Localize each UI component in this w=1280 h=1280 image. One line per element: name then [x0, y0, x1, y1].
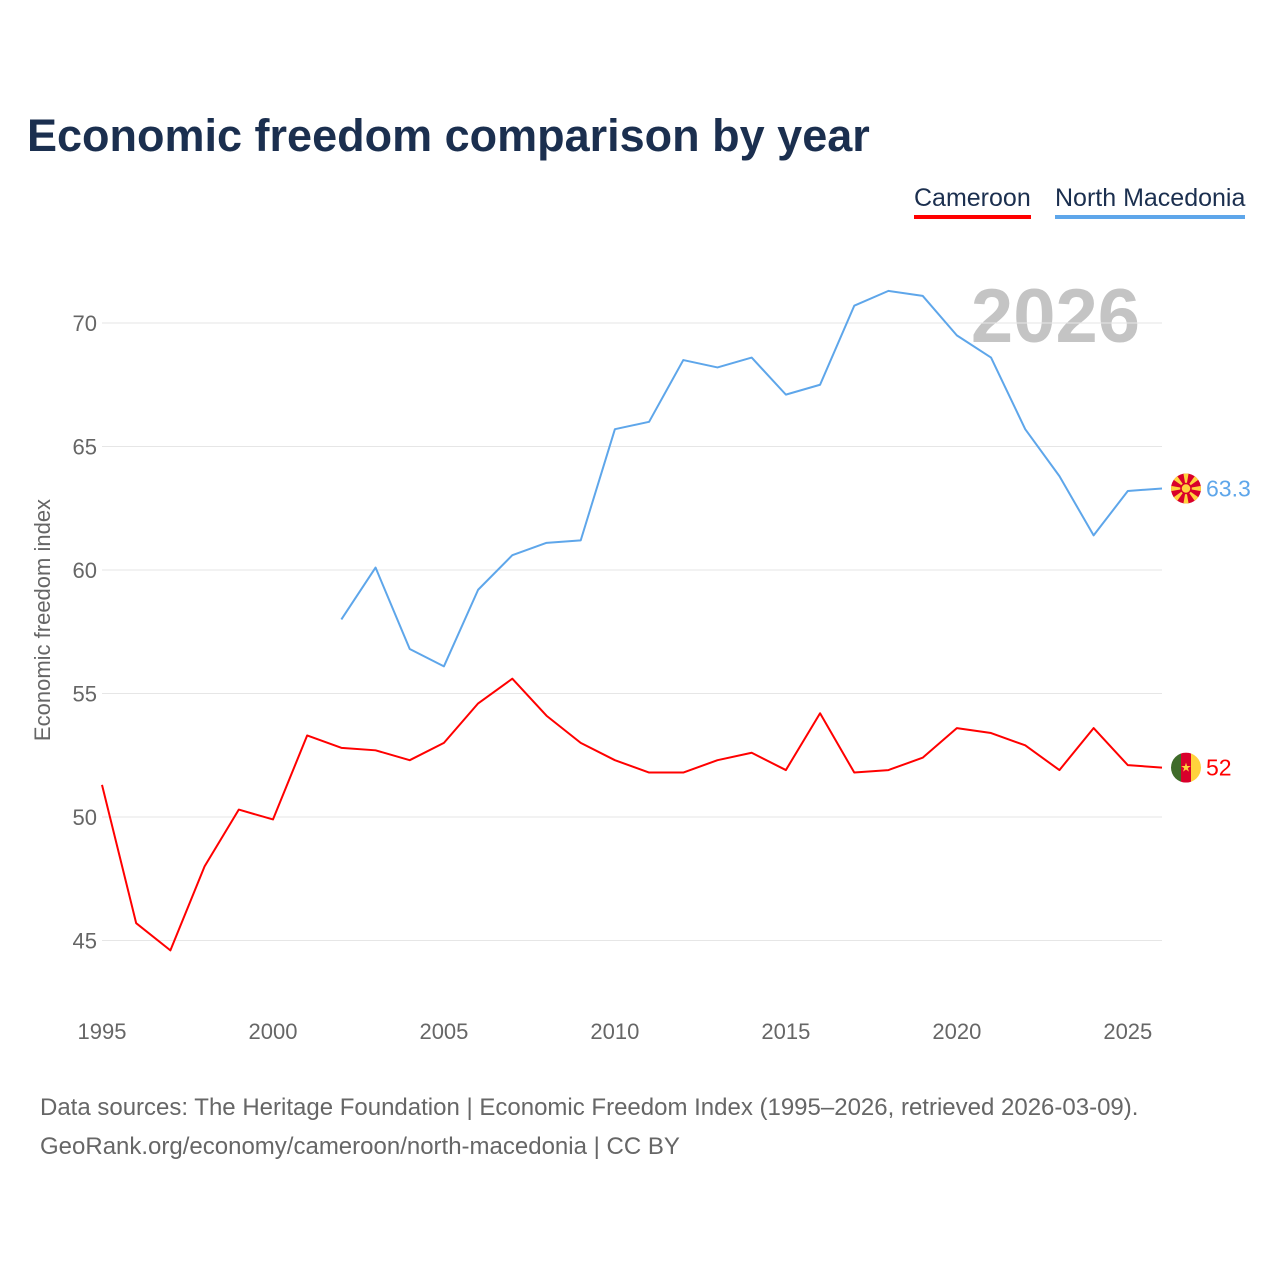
cameroon-flag-icon [1171, 752, 1201, 783]
flag-body [1171, 473, 1201, 504]
x-tick-label: 2000 [248, 1019, 297, 1044]
x-tick-label: 2015 [761, 1019, 810, 1044]
y-tick-label: 60 [73, 558, 97, 583]
flag-stripe [1191, 752, 1201, 783]
series-line-north-macedonia [340, 289, 1163, 668]
y-tick-label: 50 [73, 805, 97, 830]
legend-item-cameroon[interactable]: Cameroon [914, 184, 1031, 219]
end-value-label: 63.3 [1206, 475, 1251, 501]
x-tick-label: 2010 [590, 1019, 639, 1044]
source-note: Data sources: The Heritage Foundation | … [40, 1088, 1138, 1166]
flag-ray [1182, 473, 1190, 489]
legend-item-north-macedonia[interactable]: North Macedonia [1055, 184, 1246, 219]
flag-star [1181, 762, 1191, 772]
north-macedonia-flag-icon [1171, 473, 1201, 504]
x-tick-label: 2005 [419, 1019, 468, 1044]
y-tick-label: 70 [73, 311, 97, 336]
x-tick-label: 2025 [1103, 1019, 1152, 1044]
y-tick-label: 65 [73, 435, 97, 460]
y-tick-label: 45 [73, 929, 97, 954]
chart-title: Economic freedom comparison by year [27, 110, 870, 161]
flag-ray [1182, 488, 1190, 504]
x-tick-label: 2020 [932, 1019, 981, 1044]
x-tick-label: 1995 [78, 1019, 127, 1044]
y-axis-label: Economic freedom index [30, 499, 55, 741]
flag-stripe [1171, 752, 1181, 783]
flag-ray [1171, 485, 1186, 492]
year-watermark: 2026 [971, 274, 1140, 359]
flag-ray [1186, 485, 1201, 492]
flag-body [1171, 752, 1201, 783]
source-line-2[interactable]: GeoRank.org/economy/cameroon/north-maced… [40, 1133, 680, 1160]
flag-sun [1180, 482, 1192, 495]
series-line-cameroon [101, 677, 1163, 952]
y-tick-label: 55 [73, 682, 97, 707]
end-value-label: 52 [1206, 755, 1232, 781]
source-line-1: Data sources: The Heritage Foundation | … [40, 1094, 1139, 1121]
